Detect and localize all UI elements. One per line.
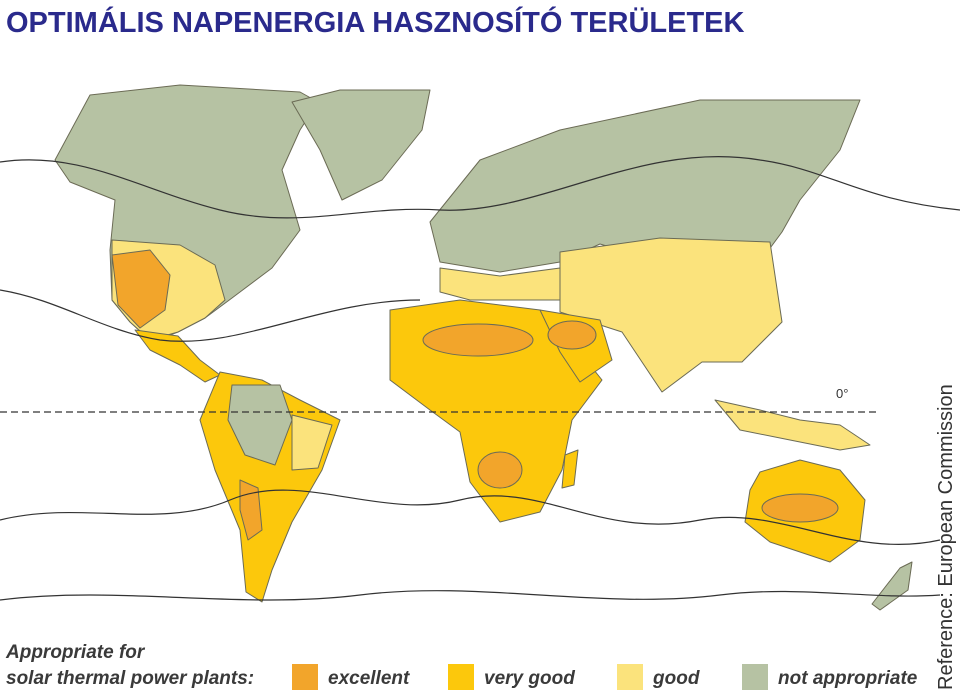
mediterranean <box>439 267 561 301</box>
arabia-core <box>547 320 597 350</box>
legend-label: excellent <box>328 668 410 689</box>
legend-swatch <box>617 664 643 690</box>
legend-label: good <box>652 668 700 689</box>
indonesia <box>714 399 871 451</box>
equator-label: 0° <box>836 386 848 401</box>
brazil-east <box>291 414 333 471</box>
central-america <box>134 329 221 383</box>
page-title: OPTIMÁLIS NAPENERGIA HASZNOSÍTÓ TERÜLETE… <box>6 5 745 39</box>
eurasia-north <box>429 99 861 283</box>
australia-core <box>761 493 839 523</box>
legend-heading: Appropriate for <box>5 642 146 663</box>
legend-label: very good <box>484 668 575 689</box>
contour-lines <box>0 156 960 601</box>
legend-swatch <box>292 664 318 690</box>
kalahari <box>477 451 523 489</box>
legend-swatch <box>742 664 768 690</box>
new-zealand <box>871 561 913 611</box>
reference: Reference: European Commission <box>935 384 957 690</box>
us-southwest <box>111 249 171 329</box>
amazon <box>227 384 293 466</box>
legend-heading: solar thermal power plants: <box>6 668 254 689</box>
world-map <box>54 84 913 611</box>
madagascar <box>561 449 579 489</box>
legend: Appropriate for solar thermal power plan… <box>5 642 918 690</box>
greenland <box>291 89 431 201</box>
legend-label: not appropriate <box>778 668 918 689</box>
legend-swatch <box>448 664 474 690</box>
sahara <box>422 323 534 357</box>
